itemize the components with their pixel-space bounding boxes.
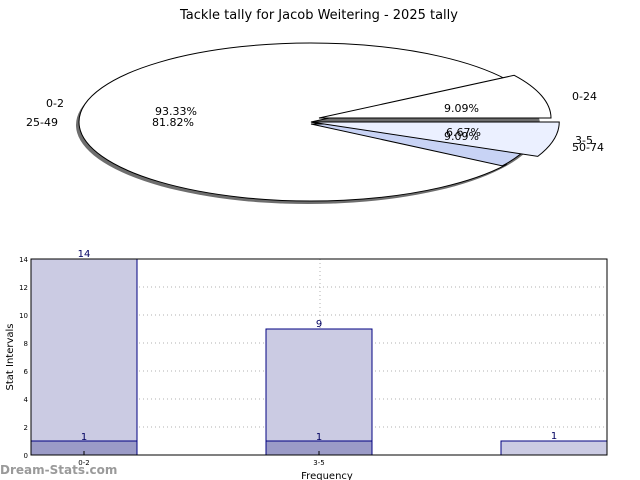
pie-slice — [318, 74, 552, 119]
bar — [30, 258, 138, 456]
x-tick-label: 3-5 — [313, 459, 324, 467]
pie-pct-label: 9.09% — [444, 102, 479, 115]
y-tick-label: 4 — [24, 396, 29, 404]
bar — [265, 328, 373, 456]
y-tick-label: 8 — [24, 340, 28, 348]
pie-slice-label: 0-2 — [46, 97, 64, 110]
pie-slice-label: 3-5 — [575, 134, 593, 147]
y-tick-label: 10 — [19, 312, 28, 320]
watermark: Dream-Stats.com — [0, 463, 118, 477]
bar-value-label: 14 — [78, 249, 91, 260]
pie-pct-label: 9.09% — [444, 130, 479, 143]
pie-slice — [310, 121, 560, 157]
pie-pct-label: 6.67% — [446, 126, 481, 139]
y-tick-label: 14 — [19, 256, 28, 264]
pie-slice-label: 50-74 — [572, 141, 604, 154]
pie-slice-label: 25-49 — [26, 116, 58, 129]
bar-value-label: 9 — [316, 319, 322, 330]
bar — [500, 440, 608, 456]
pie-chart: 25-49 81.82% 0-24 9.09% 50-74 9.09% 0-2 93.33% 3… — [26, 42, 604, 204]
bar-chart: 0 2 4 6 8 10 12 14 14 9 1 1 1 0-2 3-5 Frequency Stat Int… — [5, 249, 608, 480]
y-tick-label: 0 — [24, 452, 28, 460]
bar-value-label: 1 — [316, 432, 322, 443]
y-tick-label: 2 — [24, 424, 28, 432]
y-tick-label: 6 — [24, 368, 29, 376]
x-axis-label: Frequency — [301, 471, 353, 480]
bar-value-label: 1 — [81, 432, 87, 443]
bar-value-label: 1 — [551, 431, 557, 442]
pie-slice-label: 0-24 — [572, 90, 597, 103]
pie-pct-label: 81.82% — [152, 116, 194, 129]
pie-pct-label: 93.33% — [155, 105, 197, 118]
x-tick-label: 0-2 — [78, 459, 89, 467]
pie-title: Tackle tally for Jacob Weitering - 2025 … — [179, 8, 458, 23]
y-tick-label: 12 — [19, 284, 28, 292]
y-axis-label: Stat Intervals — [5, 323, 16, 390]
pie-slice — [78, 42, 508, 202]
